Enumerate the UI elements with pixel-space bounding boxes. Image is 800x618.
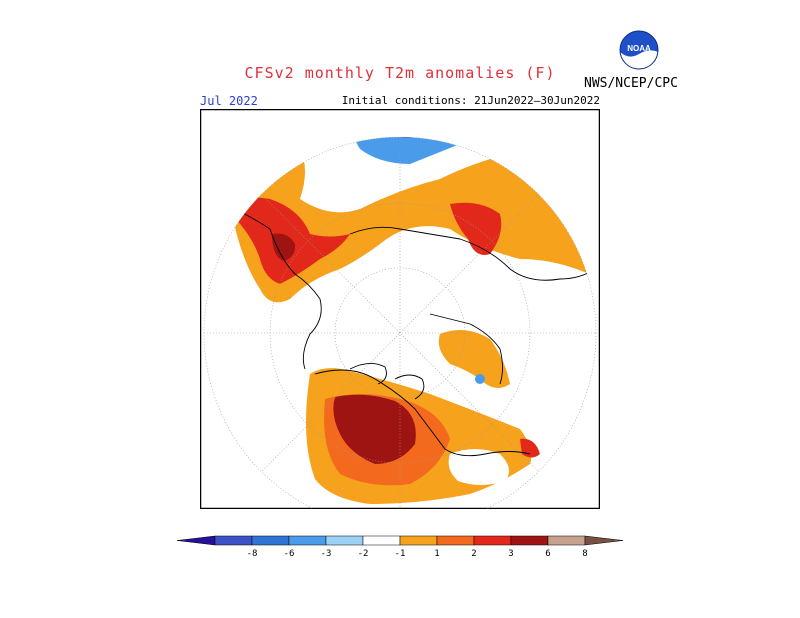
anomaly-region-eurasia-warm <box>230 149 596 303</box>
colorbar-tick-label: 6 <box>545 549 550 559</box>
map-graticule <box>203 136 597 509</box>
colorbar-segment <box>436 535 475 546</box>
colorbar-tick-label: 2 <box>471 549 476 559</box>
polar-anomaly-map <box>200 109 600 509</box>
colorbar-tick-label: 8 <box>582 549 587 559</box>
colorbar-tick-label: -1 <box>395 549 406 559</box>
colorbar-left-arrow <box>176 535 216 546</box>
anomaly-region-siberia-red <box>450 202 502 255</box>
colorbar-segment <box>399 535 438 546</box>
colorbar-tick-label: 3 <box>508 549 513 559</box>
colorbar-segment <box>547 535 586 546</box>
map-coastlines <box>234 208 596 457</box>
map-title: CFSv2 monthly T2m anomalies (F) <box>244 64 556 82</box>
agency-label: NWS/NCEP/CPC <box>584 76 678 91</box>
colorbar: -8 -6 -3 -2 -1 1 2 3 6 8 <box>176 535 624 559</box>
valid-month-label: Jul 2022 <box>200 94 258 108</box>
noaa-logo-icon: NOAA <box>619 30 659 70</box>
initial-conditions-label: Initial conditions: 21Jun2022–30Jun2022 <box>341 94 600 107</box>
colorbar-tick-label: 1 <box>434 549 439 559</box>
noaa-logo-text: NOAA <box>627 44 651 53</box>
colorbar-tick-label: -8 <box>247 549 258 559</box>
colorbar-segment <box>214 535 253 546</box>
colorbar-tick-label: -6 <box>284 549 295 559</box>
colorbar-right-arrow <box>584 535 624 546</box>
colorbar-tick-label: -2 <box>358 549 369 559</box>
anomaly-region-namerica-darkred <box>333 394 416 464</box>
anomaly-region-europe-darkred <box>272 233 296 261</box>
colorbar-segment <box>325 535 364 546</box>
anomaly-region-namerica-white-gap <box>448 449 509 485</box>
anomaly-region-east-cold <box>475 374 485 384</box>
colorbar-segment <box>510 535 549 546</box>
anomaly-region-east-warm <box>438 330 510 388</box>
colorbar-segment <box>362 535 401 546</box>
colorbar-tick-label: -3 <box>321 549 332 559</box>
colorbar-segment <box>288 535 327 546</box>
colorbar-segment <box>473 535 512 546</box>
colorbar-segment <box>251 535 290 546</box>
